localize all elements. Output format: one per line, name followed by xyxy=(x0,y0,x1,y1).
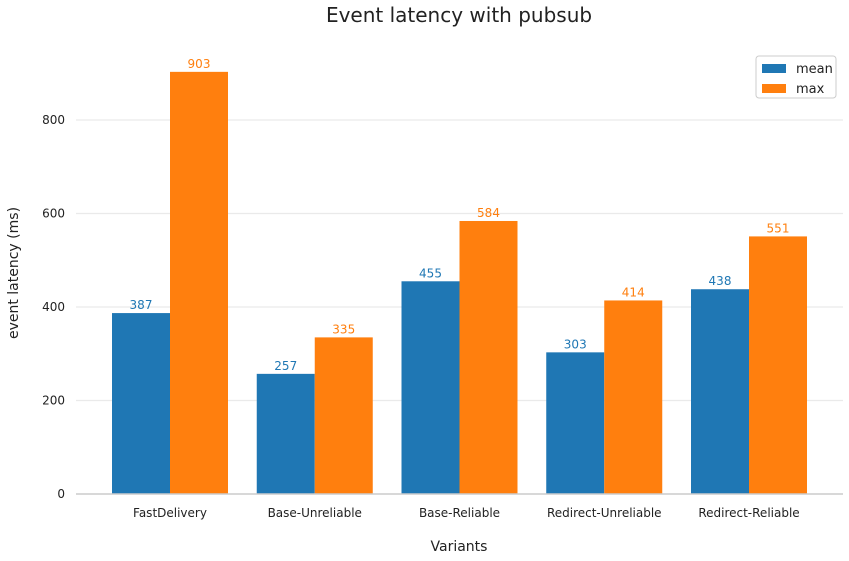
bar-value-label-max: 551 xyxy=(767,221,790,235)
bar-max xyxy=(459,220,518,495)
y-tick-label: 600 xyxy=(42,207,65,221)
legend: mean max xyxy=(755,55,837,99)
legend-swatch-max xyxy=(762,84,786,93)
legend-swatch-mean xyxy=(762,64,786,73)
x-axis-label: Variants xyxy=(431,539,488,555)
y-axis-label: event latency (ms) xyxy=(6,207,22,339)
bar-value-label-max: 903 xyxy=(188,57,211,71)
bar-value-label-max: 584 xyxy=(477,206,500,220)
legend-label-max: max xyxy=(796,82,825,97)
bar-mean xyxy=(112,313,170,494)
bar-max xyxy=(314,337,373,494)
bar-value-label-max: 335 xyxy=(332,322,355,336)
chart-title: Event latency with pubsub xyxy=(326,3,592,27)
x-tick-label: Redirect-Reliable xyxy=(698,506,799,520)
y-tick-labels: 0 200 400 600 800 xyxy=(42,113,65,501)
bar-max xyxy=(170,71,228,494)
bar-max xyxy=(749,236,807,494)
y-tick-label: 200 xyxy=(42,394,65,408)
y-tick-label: 400 xyxy=(42,300,65,314)
bars xyxy=(112,71,807,495)
x-tick-label: Base-Reliable xyxy=(419,506,500,520)
bar-value-label-max: 414 xyxy=(622,285,645,299)
x-tick-labels: FastDelivery Base-Unreliable Base-Reliable… xyxy=(133,506,800,520)
bar-value-label-mean: 387 xyxy=(130,298,153,312)
bar-value-label-mean: 303 xyxy=(564,337,587,351)
bar-mean xyxy=(256,373,315,494)
y-tick-label: 800 xyxy=(42,113,65,127)
bar-mean xyxy=(401,281,460,494)
legend-label-mean: mean xyxy=(796,62,833,77)
bar-mean xyxy=(691,289,749,494)
x-tick-label: FastDelivery xyxy=(133,506,207,520)
bar-value-label-mean: 455 xyxy=(419,266,442,280)
x-tick-label: Base-Unreliable xyxy=(268,506,362,520)
y-tick-label: 0 xyxy=(57,487,65,501)
bar-value-label-mean: 438 xyxy=(709,274,732,288)
bar-value-label-mean: 257 xyxy=(274,359,297,373)
bar-value-labels: 387 903 257 335 455 584 303 414 438 551 xyxy=(130,57,790,373)
bar-max xyxy=(604,300,663,494)
x-tick-label: Redirect-Unreliable xyxy=(547,506,662,520)
bar-mean xyxy=(546,352,605,494)
